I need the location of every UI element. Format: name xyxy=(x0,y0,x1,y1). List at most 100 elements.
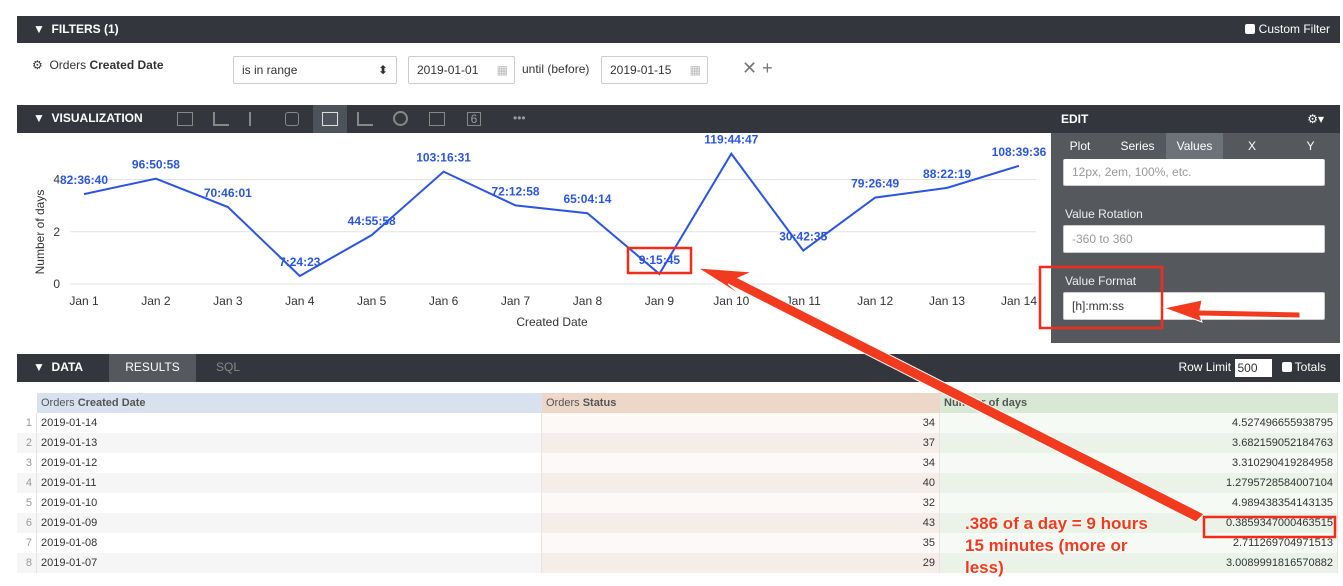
x-tick-label: Jan 9 xyxy=(645,294,675,308)
column-header[interactable]: Orders Status xyxy=(542,393,940,413)
edit-tab[interactable]: Series xyxy=(1120,139,1155,153)
x-tick-label: Jan 1 xyxy=(69,294,99,308)
x-tick-label: Jan 12 xyxy=(857,294,893,308)
size-input[interactable]: 12px, 2em, 100%, etc. xyxy=(1063,159,1325,186)
field-name: Created Date xyxy=(89,58,164,72)
column-prefix: Orders xyxy=(41,397,75,409)
table-cell: 7 xyxy=(17,533,37,553)
filters-title: FILTERS (1) xyxy=(51,22,119,36)
data-label: 72:12:58 xyxy=(492,184,540,198)
data-label: 9:15:45 xyxy=(639,253,681,267)
operator: is in range xyxy=(242,63,298,77)
table-cell: 5 xyxy=(17,493,37,513)
viz-icons[interactable]: 6 ••• xyxy=(177,105,526,133)
until-label: until (before) xyxy=(522,62,590,76)
custom-filter[interactable]: Custom Filter xyxy=(1244,16,1330,43)
table-cell: 4.989438354143135 xyxy=(940,493,1338,513)
y-axis-title: Number of days xyxy=(33,190,47,275)
x-tick-label: Jan 8 xyxy=(573,294,603,308)
data-label: 82:36:40 xyxy=(60,173,108,187)
remove-add[interactable]: ✕ + xyxy=(742,58,773,78)
data-label: 119:44:47 xyxy=(704,133,758,147)
x-tick-label: Jan 3 xyxy=(213,294,243,308)
data-label: 103:16:31 xyxy=(416,151,471,165)
row-limit: Row Limit 500 Totals xyxy=(1178,354,1326,381)
data-label: 65:04:14 xyxy=(563,192,611,206)
column-name: Created Date xyxy=(77,397,146,409)
x-tick-label: Jan 2 xyxy=(141,294,171,308)
data-bar: ▼ DATA RESULTS SQL Row Limit 500 Totals xyxy=(17,354,1340,382)
edit-tab[interactable]: Values xyxy=(1166,133,1223,159)
y-tick-label: 4 xyxy=(53,173,60,187)
filter-field: ⚙ Orders Created Date xyxy=(32,58,164,72)
from-date[interactable]: 2019-01-01 ▦ xyxy=(408,56,515,84)
format-label: Value Format xyxy=(1065,274,1137,288)
results-tab[interactable]: RESULTS xyxy=(109,354,196,382)
sql-tab[interactable]: SQL xyxy=(216,360,241,374)
table-cell: 34 xyxy=(542,413,940,433)
table-cell: 4 xyxy=(17,473,37,493)
column-header xyxy=(17,393,37,413)
column-header[interactable]: Orders Created Date xyxy=(37,393,542,413)
table-cell: 37 xyxy=(542,433,940,453)
edit-tab[interactable]: Plot xyxy=(1069,139,1091,153)
edit-title: EDIT xyxy=(1061,112,1089,126)
table-cell: 43 xyxy=(542,513,940,533)
x-tick-label: Jan 4 xyxy=(285,294,315,308)
data-label: 70:46:01 xyxy=(204,186,252,200)
viz-bar: ▼ VISUALIZATION 6 ••• xyxy=(17,105,1051,133)
table-cell: 32 xyxy=(542,493,940,513)
data-line xyxy=(83,151,1020,278)
data-label: 108:39:36 xyxy=(992,145,1047,159)
table-cell: 29 xyxy=(542,553,940,573)
table-cell: 2019-01-11 xyxy=(37,473,542,493)
x-tick-label: Jan 10 xyxy=(713,294,749,308)
chart: Number of days Created Date 0 2 4 Jan 1 82:3… xyxy=(33,133,1047,329)
single-value-icon: 6 xyxy=(467,112,481,126)
table-cell: 2019-01-14 xyxy=(37,413,542,433)
row-limit-label: Row Limit xyxy=(1178,360,1232,374)
highlight-format xyxy=(1038,265,1164,330)
x-tick-label: Jan 14 xyxy=(1001,294,1037,308)
column-prefix: Orders xyxy=(546,397,580,409)
highlight-label xyxy=(626,246,693,275)
table-cell: 2019-01-09 xyxy=(37,513,542,533)
table-cell: 40 xyxy=(542,473,940,493)
x-tick-label: Jan 13 xyxy=(929,294,965,308)
table-cell: 2 xyxy=(17,433,37,453)
table-cell: 2019-01-08 xyxy=(37,533,542,553)
table-cell: 3 xyxy=(17,453,37,473)
y-tick-label: 0 xyxy=(53,277,60,291)
from: 2019-01-01 xyxy=(417,63,479,77)
rotation-label: Value Rotation xyxy=(1065,207,1143,221)
data-label: 88:22:19 xyxy=(923,167,971,181)
totals[interactable]: Totals xyxy=(1294,360,1326,374)
table-cell: 4.527496655938795 xyxy=(940,413,1338,433)
to: 2019-01-15 xyxy=(610,63,672,77)
edit-tab[interactable]: X xyxy=(1247,139,1256,153)
table-cell: 2019-01-10 xyxy=(37,493,542,513)
edit-tab[interactable]: Y xyxy=(1306,139,1315,153)
caret: ▼ xyxy=(33,22,52,36)
edit-tabs: Plot Series Values X Y xyxy=(1051,133,1340,159)
table-cell: 1 xyxy=(17,413,37,433)
x-tick-label: Jan 11 xyxy=(786,294,821,308)
data-label: 7:24:23 xyxy=(279,255,321,269)
data-label: 96:50:58 xyxy=(132,158,180,172)
rotation-input[interactable]: -360 to 360 xyxy=(1063,225,1325,253)
table-cell: 2019-01-12 xyxy=(37,453,542,473)
to-date[interactable]: 2019-01-15 ▦ xyxy=(601,56,708,84)
row-limit-input[interactable]: 500 xyxy=(1234,358,1272,377)
column-name: Status xyxy=(582,397,617,409)
table-cell: 6 xyxy=(17,513,37,533)
field-prefix: Orders xyxy=(49,58,87,72)
viz-title: VISUALIZATION xyxy=(51,111,143,125)
table-cell: 34 xyxy=(542,453,940,473)
data-label: 44:55:58 xyxy=(348,214,396,228)
filters-bar: ▼ FILTERS (1) Custom Filter xyxy=(17,16,1340,43)
highlight-cell xyxy=(1202,515,1337,539)
operator-select[interactable]: is in range ⬍ xyxy=(233,56,397,84)
